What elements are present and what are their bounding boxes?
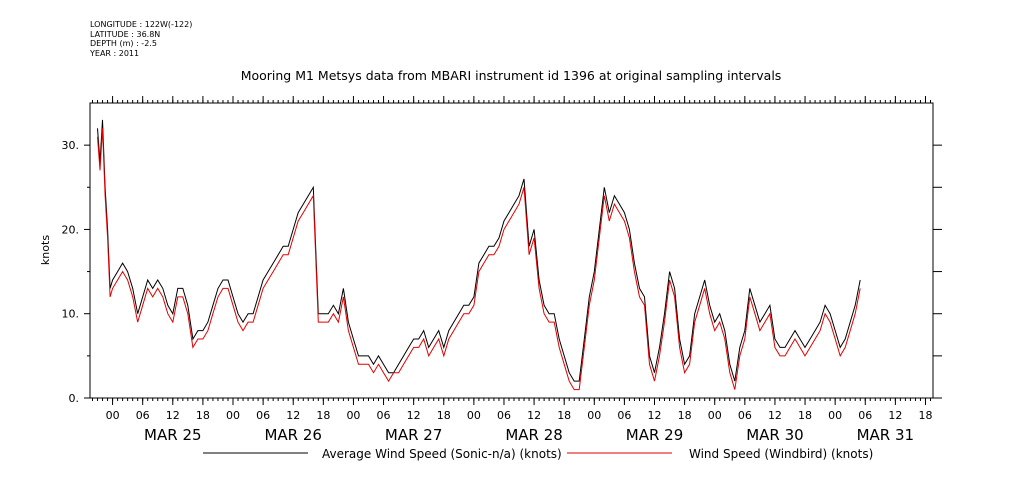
x-tick-label: 12 <box>407 409 421 422</box>
x-tick-label: 00 <box>708 409 722 422</box>
x-tick-label: 12 <box>768 409 782 422</box>
x-tick-label: 06 <box>377 409 391 422</box>
chart-title: Mooring M1 Metsys data from MBARI instru… <box>241 68 782 83</box>
x-tick-label: 12 <box>527 409 541 422</box>
day-label: MAR 26 <box>264 426 321 444</box>
x-tick-label: 18 <box>918 409 932 422</box>
y-tick-label: 30. <box>62 139 80 152</box>
x-tick-label: 00 <box>226 409 240 422</box>
x-tick-label: 06 <box>497 409 511 422</box>
x-axis-ticks: 00 06 12 18 00 06 12 18 00 06 12 18 00 06 12 18 00 06 12 18… <box>106 96 932 422</box>
y-axis-ticks: 0. 10. 20. 30. <box>62 139 942 405</box>
x-tick-label: 18 <box>316 409 330 422</box>
x-tick-label: 18 <box>196 409 210 422</box>
x-tick-label: 00 <box>346 409 360 422</box>
day-labels: MAR 25 MAR 26 MAR 27 MAR 28 MAR 29 MAR 30 MAR … <box>144 426 914 444</box>
day-label: MAR 25 <box>144 426 201 444</box>
x-tick-label: 06 <box>858 409 872 422</box>
x-tick-label: 06 <box>256 409 270 422</box>
x-tick-label: 12 <box>166 409 180 422</box>
x-tick-label: 06 <box>617 409 631 422</box>
x-tick-label: 18 <box>557 409 571 422</box>
legend: Average Wind Speed (Sonic-n/a) (knots) W… <box>203 447 873 461</box>
depth-label: DEPTH (m) : -2.5 <box>90 39 157 48</box>
x-tick-label: 18 <box>798 409 812 422</box>
series-line-windbird <box>97 128 861 391</box>
day-label: MAR 30 <box>746 426 803 444</box>
x-tick-label: 00 <box>587 409 601 422</box>
legend-label-windbird: Wind Speed (Windbird) (knots) <box>689 447 873 461</box>
x-tick-label: 18 <box>678 409 692 422</box>
day-label: MAR 28 <box>505 426 562 444</box>
x-tick-label: 00 <box>106 409 120 422</box>
series-layer <box>97 119 861 391</box>
plot-frame <box>89 102 934 399</box>
day-label: MAR 27 <box>385 426 442 444</box>
y-tick-label: 20. <box>62 223 80 236</box>
y-tick-label: 0. <box>69 392 80 405</box>
year-label: YEAR : 2011 <box>90 48 140 58</box>
series-line-average <box>97 119 861 382</box>
latitude-label: LATITUDE : 36.8N <box>90 29 161 39</box>
day-label: MAR 31 <box>857 426 914 444</box>
x-tick-label: 00 <box>828 409 842 422</box>
y-axis-label: knots <box>39 235 52 265</box>
metadata-block: LONGITUDE : 122W(-122) LATITUDE : 36.8N … <box>90 20 192 58</box>
x-tick-label: 00 <box>467 409 481 422</box>
x-tick-label: 12 <box>286 409 300 422</box>
x-tick-label: 06 <box>738 409 752 422</box>
x-tick-label: 12 <box>648 409 662 422</box>
legend-label-average: Average Wind Speed (Sonic-n/a) (knots) <box>322 447 562 461</box>
x-tick-label: 18 <box>437 409 451 422</box>
y-tick-label: 10. <box>62 308 80 321</box>
x-tick-label: 12 <box>888 409 902 422</box>
day-label: MAR 29 <box>626 426 683 444</box>
longitude-label: LONGITUDE : 122W(-122) <box>90 20 193 29</box>
x-tick-label: 06 <box>136 409 150 422</box>
